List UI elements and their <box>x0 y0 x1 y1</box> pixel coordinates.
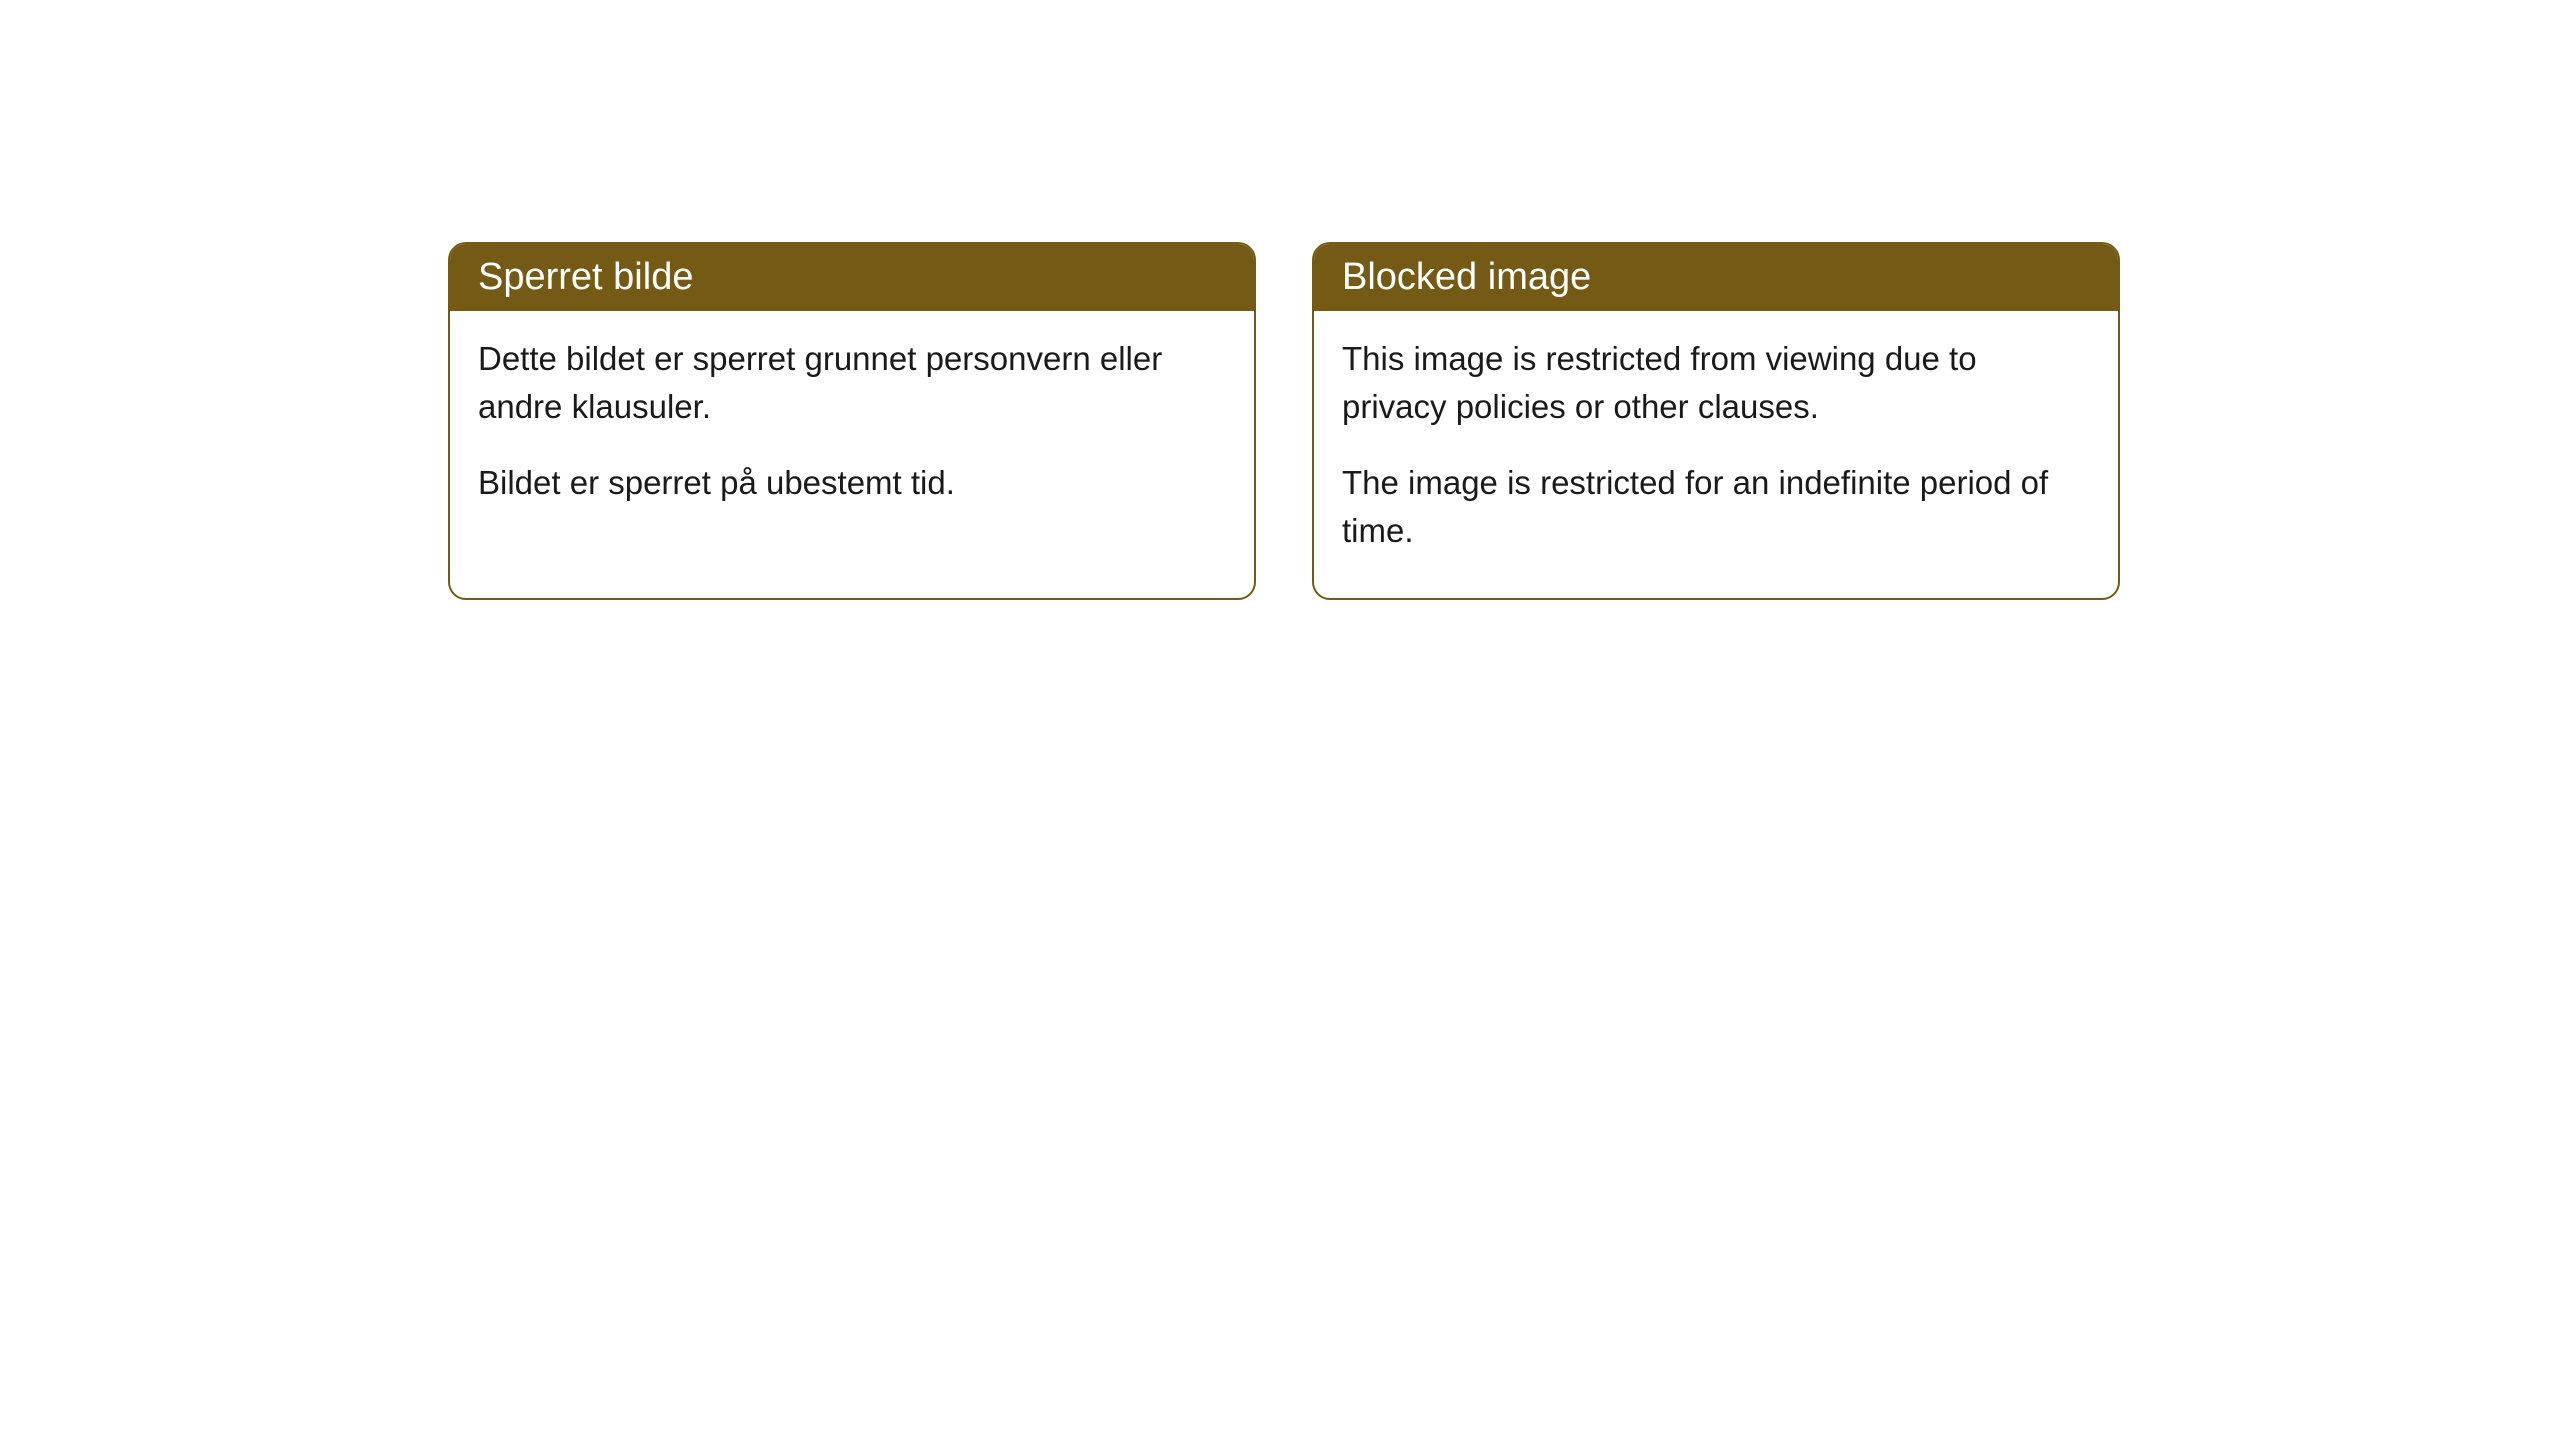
card-title: Sperret bilde <box>478 256 693 298</box>
notice-card-norwegian: Sperret bilde Dette bildet er sperret gr… <box>448 242 1256 600</box>
notice-card-english: Blocked image This image is restricted f… <box>1312 242 2120 600</box>
card-paragraph: This image is restricted from viewing du… <box>1342 335 2090 431</box>
card-body: Dette bildet er sperret grunnet personve… <box>450 311 1254 551</box>
card-paragraph: Bildet er sperret på ubestemt tid. <box>478 459 1226 507</box>
card-paragraph: Dette bildet er sperret grunnet personve… <box>478 335 1226 431</box>
card-body: This image is restricted from viewing du… <box>1314 311 2118 598</box>
card-header: Sperret bilde <box>450 244 1254 311</box>
notice-cards-container: Sperret bilde Dette bildet er sperret gr… <box>448 242 2120 600</box>
card-paragraph: The image is restricted for an indefinit… <box>1342 459 2090 555</box>
card-header: Blocked image <box>1314 244 2118 311</box>
card-title: Blocked image <box>1342 256 1591 298</box>
